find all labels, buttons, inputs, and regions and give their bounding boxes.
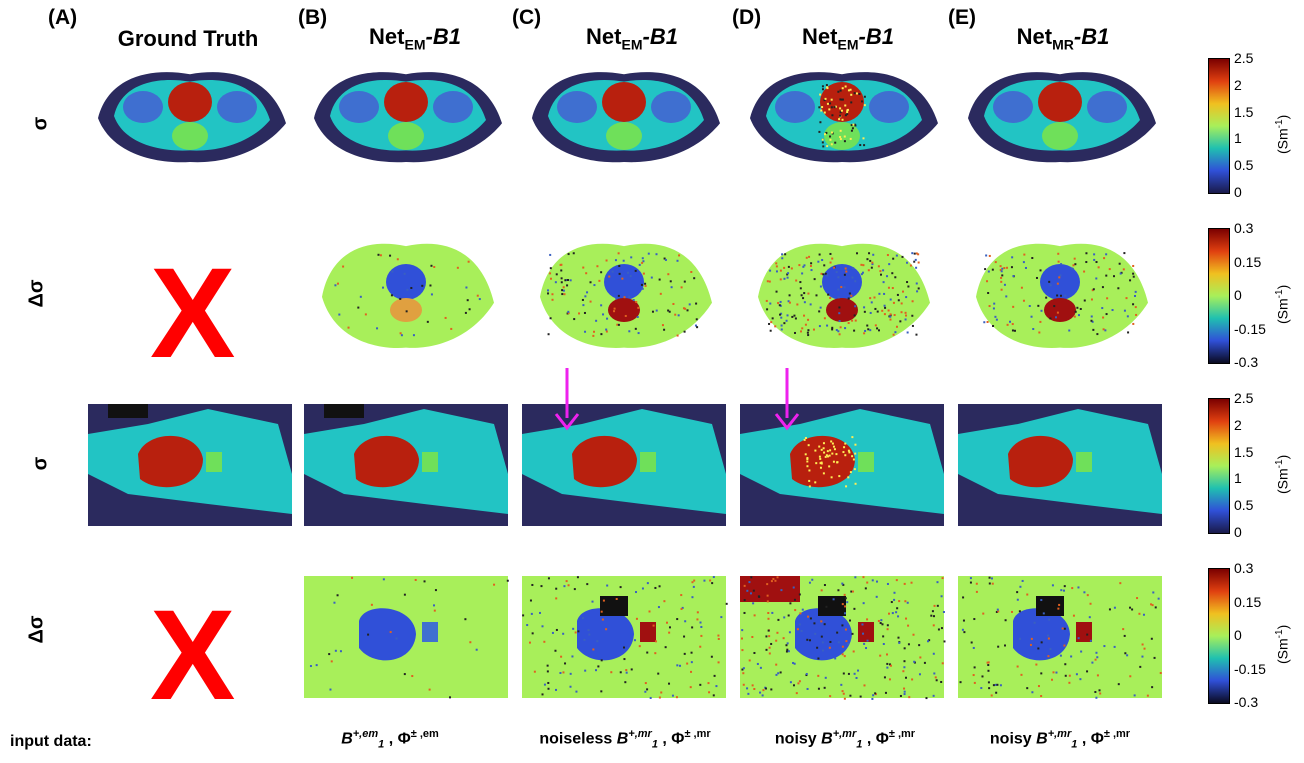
colorbar-tick-label: 1.5	[1234, 103, 1254, 120]
colorbar-tick-label: 0.5	[1234, 497, 1254, 514]
colorbar-3	[1208, 568, 1230, 704]
sigma-axial-map-0	[98, 72, 286, 163]
colorbar-tick-label: -0.3	[1234, 694, 1259, 710]
colorbar-unit-label: (Sm-1)	[1274, 624, 1291, 664]
colorbar-0	[1208, 58, 1230, 194]
colorbar-tick-label: 0.3	[1234, 220, 1254, 236]
colorbar-tick-label: 0.3	[1234, 560, 1254, 576]
colorbar-tick-label: 2.5	[1234, 390, 1254, 406]
colorbar-tick-label: 1	[1234, 130, 1242, 147]
delta-sigma-zoom-map-4	[958, 576, 1162, 699]
sigma-zoom-map-3	[740, 404, 944, 526]
colorbar-unit-label: (Sm-1)	[1274, 114, 1291, 154]
sigma-zoom-map-2	[522, 404, 726, 526]
highlight-arrow-d	[774, 368, 800, 431]
column-title-e: NetMR-B1	[1016, 24, 1110, 53]
colorbar-tick-label: 2	[1234, 416, 1242, 433]
delta-sigma-zoom-map-1	[304, 576, 509, 699]
panel-letter-e: (E)	[948, 6, 976, 29]
highlight-arrow-c	[554, 368, 580, 431]
colorbar-tick-label: 0.5	[1234, 157, 1254, 174]
delta-sigma-axial-map-1	[322, 243, 494, 348]
colorbar-tick-label: 0	[1234, 524, 1242, 540]
column-title-b: NetEM-B1	[369, 24, 461, 53]
colorbar-tick-label: 0.15	[1234, 253, 1262, 270]
panel-letter-d: (D)	[732, 6, 762, 29]
missing-map-x-row4: X	[150, 584, 236, 727]
column-title-ground-truth: Ground Truth	[117, 26, 259, 51]
colorbar-2	[1208, 398, 1230, 534]
colorbar-tick-label: 0	[1234, 287, 1242, 303]
input-data-label: input data:	[10, 733, 92, 750]
colorbar-tick-label: 0	[1234, 627, 1242, 643]
input-footer-b: B+,em1 , Φ± ,em	[341, 728, 439, 751]
sigma-axial-map-3	[750, 72, 938, 163]
colorbar-tick-label: 1.5	[1234, 443, 1254, 460]
sigma-axial-map-2	[532, 72, 720, 163]
colorbar-unit-label: (Sm-1)	[1274, 454, 1291, 494]
colorbar-tick-label: 2.5	[1234, 50, 1254, 66]
sigma-zoom-map-4	[958, 404, 1162, 526]
delta-sigma-axial-map-3	[758, 243, 930, 348]
colorbar-unit-label: (Sm-1)	[1274, 284, 1291, 324]
panel-letter-a: (A)	[48, 6, 78, 29]
input-footer-e: noisy B+,mr1 , Φ± ,mr	[989, 728, 1131, 751]
colorbar-1	[1208, 228, 1230, 364]
colorbar-tick-label: -0.15	[1234, 660, 1266, 677]
delta-sigma-zoom-map-2	[522, 576, 728, 699]
sigma-zoom-map-0	[88, 404, 292, 526]
panel-letter-b: (B)	[298, 6, 328, 29]
column-title-c: NetEM-B1	[586, 24, 678, 53]
missing-map-x-row2: X	[150, 242, 236, 385]
column-title-d: NetEM-B1	[802, 24, 894, 53]
input-footer-d: noisy B+,mr1 , Φ± ,mr	[774, 728, 916, 751]
input-footer-c: noiseless B+,mr1 , Φ± ,mr	[539, 728, 711, 751]
colorbar-tick-label: 2	[1234, 76, 1242, 93]
sigma-axial-map-1	[314, 72, 502, 163]
sigma-axial-map-4	[968, 72, 1156, 163]
colorbar-tick-label: -0.15	[1234, 320, 1266, 337]
delta-sigma-axial-map-4	[976, 243, 1148, 348]
delta-sigma-axial-map-2	[540, 243, 712, 348]
colorbar-tick-label: 1	[1234, 470, 1242, 487]
colorbar-tick-label: 0.15	[1234, 593, 1262, 610]
panel-letter-c: (C)	[512, 6, 542, 29]
sigma-zoom-map-1	[304, 404, 508, 526]
colorbar-tick-label: -0.3	[1234, 354, 1259, 370]
colorbar-tick-label: 0	[1234, 184, 1242, 200]
delta-sigma-zoom-map-3	[740, 576, 946, 700]
